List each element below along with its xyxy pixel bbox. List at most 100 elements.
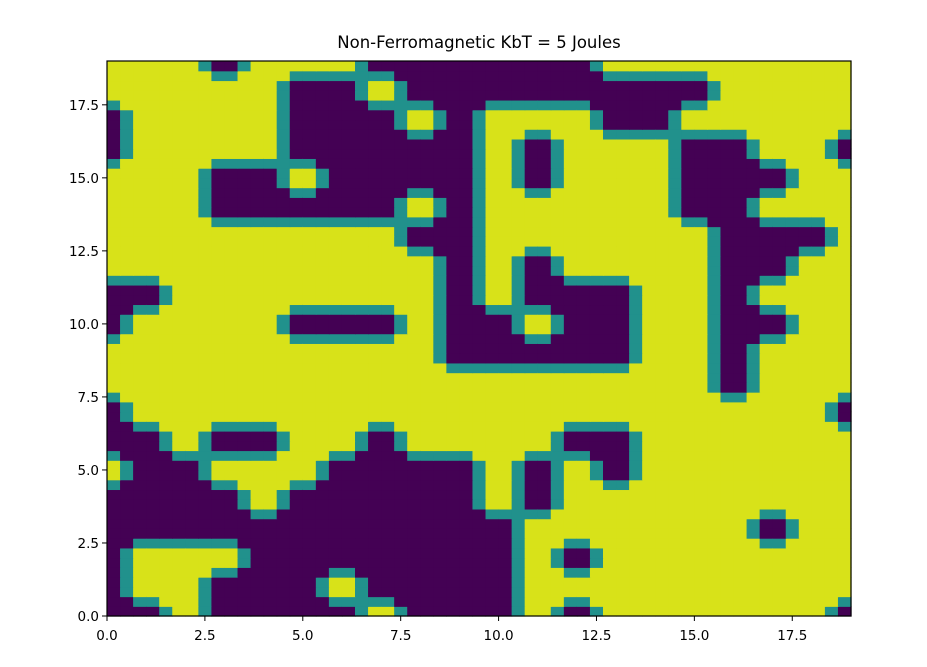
heatmap-cell <box>746 333 761 344</box>
heatmap-cell <box>707 109 722 121</box>
heatmap-cell <box>616 129 630 140</box>
heatmap-cell <box>772 372 787 383</box>
heatmap-cell <box>642 148 656 159</box>
heatmap-cell <box>381 362 395 374</box>
heatmap-cell <box>237 440 252 452</box>
heatmap-cell <box>459 353 474 364</box>
heatmap-cell <box>511 489 526 500</box>
heatmap-cell <box>759 216 774 228</box>
heatmap-cell <box>681 323 695 335</box>
heatmap-cell <box>198 382 213 393</box>
heatmap-cell <box>172 508 186 520</box>
heatmap-cell <box>198 246 213 257</box>
heatmap-cell <box>576 411 591 422</box>
heatmap-cell <box>616 148 630 159</box>
heatmap-cell <box>381 284 395 296</box>
heatmap-cell <box>785 158 800 169</box>
heatmap-cell <box>250 168 265 179</box>
heatmap-cell <box>550 265 565 276</box>
heatmap-cell <box>746 197 761 208</box>
heatmap-cell <box>172 431 186 442</box>
heatmap-cell <box>720 177 735 189</box>
heatmap-cell <box>576 177 591 189</box>
heatmap-cell <box>798 236 813 247</box>
heatmap-cell <box>341 187 356 198</box>
heatmap-cell <box>315 294 330 306</box>
heatmap-cell <box>720 392 735 403</box>
heatmap-cell <box>120 80 134 91</box>
heatmap-cell <box>576 499 591 510</box>
heatmap-cell <box>498 353 513 364</box>
heatmap-cell <box>550 129 565 140</box>
heatmap-cell <box>407 275 421 286</box>
heatmap-cell <box>355 479 369 491</box>
heatmap-cell <box>642 80 656 91</box>
heatmap-cell <box>524 70 539 82</box>
heatmap-cell <box>616 284 630 296</box>
heatmap-cell <box>407 586 421 598</box>
heatmap-cell <box>668 80 682 91</box>
heatmap-cell <box>459 538 474 549</box>
heatmap-cell <box>211 528 226 539</box>
heatmap-cell <box>381 382 395 393</box>
heatmap-cell <box>511 372 526 383</box>
heatmap-cell <box>381 547 395 559</box>
heatmap-cell <box>694 323 709 335</box>
heatmap-cell <box>289 528 304 539</box>
heatmap-cell <box>655 411 669 422</box>
heatmap-cell <box>237 333 252 344</box>
heatmap-cell <box>302 80 317 91</box>
heatmap-cell <box>381 469 395 481</box>
heatmap-cell <box>250 333 265 344</box>
heatmap-cell <box>211 518 226 529</box>
heatmap-cell <box>459 119 474 130</box>
heatmap-cell <box>107 518 121 529</box>
heatmap-cell <box>576 577 591 588</box>
heatmap-cell <box>472 109 487 121</box>
heatmap-cell <box>668 246 682 257</box>
heatmap-cell <box>524 557 539 568</box>
heatmap-cell <box>420 148 434 159</box>
heatmap-cell <box>485 538 500 549</box>
heatmap-cell <box>472 489 487 500</box>
heatmap-cell <box>576 246 591 257</box>
heatmap-cell <box>798 61 813 72</box>
heatmap-cell <box>498 148 513 159</box>
heatmap-cell <box>355 499 369 510</box>
heatmap-cell <box>341 362 356 374</box>
heatmap-cell <box>563 246 578 257</box>
heatmap-cell <box>485 557 500 568</box>
heatmap-cell <box>589 187 604 198</box>
heatmap-cell <box>824 187 839 198</box>
heatmap-cell <box>485 284 500 296</box>
heatmap-cell <box>498 109 513 121</box>
heatmap-cell <box>446 255 461 267</box>
heatmap-cell <box>772 138 787 150</box>
heatmap-cell <box>237 596 252 607</box>
heatmap-cell <box>785 275 800 286</box>
heatmap-cell <box>107 392 121 403</box>
heatmap-cell <box>772 440 787 452</box>
heatmap-cell <box>824 586 839 598</box>
heatmap-cell <box>394 577 408 588</box>
heatmap-cell <box>576 314 591 325</box>
heatmap-cell <box>616 567 630 578</box>
heatmap-cell <box>146 440 160 452</box>
heatmap-cell <box>407 460 421 471</box>
heatmap-cell <box>459 431 474 442</box>
heatmap-cell <box>198 528 213 539</box>
heatmap-cell <box>563 187 578 198</box>
heatmap-cell <box>407 401 421 413</box>
heatmap-cell <box>785 80 800 91</box>
heatmap-cell <box>485 528 500 539</box>
heatmap-cell <box>668 236 682 247</box>
heatmap-cell <box>289 606 304 617</box>
heatmap-cell <box>328 353 343 364</box>
heatmap-cell <box>707 469 722 481</box>
heatmap-cell <box>120 197 134 208</box>
heatmap-cell <box>837 538 852 549</box>
heatmap-cell <box>315 372 330 383</box>
heatmap-cell <box>355 61 369 72</box>
heatmap-cell <box>537 606 552 617</box>
heatmap-cell <box>107 460 121 471</box>
